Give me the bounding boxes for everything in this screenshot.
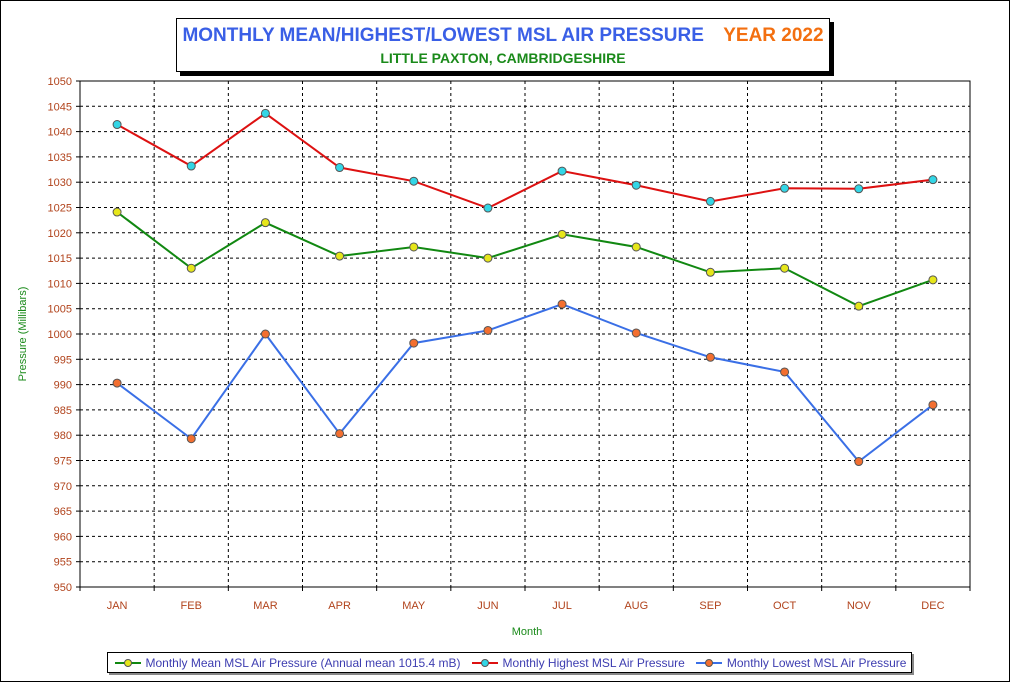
x-tick-label: FEB: [181, 600, 202, 612]
y-tick-label: 1045: [48, 101, 72, 113]
x-axis-title: Month: [512, 626, 543, 638]
point-mean-aug: [631, 242, 641, 252]
point-highest-feb: [186, 161, 196, 171]
chart-subtitle: LITTLE PAXTON, CAMBRIDGESHIRE: [380, 50, 626, 66]
point-mean-jan: [112, 207, 122, 217]
point-highest-oct: [780, 183, 790, 193]
point-mean-feb: [186, 263, 196, 273]
legend-swatch-highest: [471, 658, 498, 667]
point-highest-sep: [705, 196, 715, 206]
y-axis-title: Pressure (Millibars): [17, 287, 29, 382]
y-tick-label: 1005: [48, 304, 72, 316]
y-tick-label: 1020: [48, 228, 72, 240]
legend-marker-lowest: [704, 658, 713, 667]
series-line-mean: [116, 211, 934, 308]
legend-marker-mean: [123, 658, 132, 667]
point-lowest-oct: [780, 367, 790, 377]
point-highest-jan: [112, 120, 122, 130]
point-mean-oct: [780, 263, 790, 273]
y-tick-label: 960: [54, 531, 72, 543]
y-tick-label: 1000: [48, 329, 72, 341]
x-tick-label: JUN: [477, 600, 498, 612]
legend-item-highest: Monthly Highest MSL Air Pressure: [470, 656, 685, 670]
y-tick-label: 1035: [48, 152, 72, 164]
point-lowest-dec: [928, 400, 938, 410]
axes: 950 955 960 965 970 975 980 985 990 995 1000 1005 10…: [48, 76, 971, 612]
point-mean-mar: [260, 218, 270, 228]
legend-swatch-lowest: [695, 658, 722, 667]
point-lowest-nov: [854, 457, 864, 467]
chart-title: MONTHLY MEAN/HIGHEST/LOWEST MSL AIR PRES…: [177, 25, 829, 47]
point-mean-jul: [557, 229, 567, 239]
y-tick-label: 975: [54, 456, 72, 468]
point-lowest-jul: [557, 299, 567, 309]
point-mean-jun: [483, 253, 493, 263]
x-tick-label: APR: [328, 600, 351, 612]
x-tick-label: MAR: [253, 600, 278, 612]
legend-item-lowest: Monthly Lowest MSL Air Pressure: [694, 655, 907, 670]
legend-label-lowest: Monthly Lowest MSL Air Pressure: [726, 655, 907, 670]
chart-title-year: YEAR 2022: [723, 25, 824, 46]
point-mean-may: [409, 242, 419, 252]
point-lowest-may: [409, 338, 419, 348]
x-tick-label: JAN: [107, 600, 128, 612]
y-tick-label: 970: [54, 481, 72, 493]
y-tick-label: 1030: [48, 177, 72, 189]
series: [112, 108, 938, 467]
point-highest-may: [409, 176, 419, 186]
y-tick-label: 995: [54, 354, 72, 366]
y-tick-label: 965: [54, 506, 72, 518]
series-line-highest: [116, 112, 934, 210]
point-highest-nov: [854, 184, 864, 194]
x-tick-label: DEC: [921, 600, 944, 612]
y-tick-label: 1040: [48, 127, 72, 139]
y-tick-label: 1015: [48, 253, 72, 265]
legend-marker-highest: [480, 658, 489, 667]
series-line-lowest: [116, 303, 934, 463]
x-tick-label: OCT: [773, 600, 797, 612]
chart-legend: Monthly Mean MSL Air Pressure (Annual me…: [107, 652, 912, 673]
grid: [80, 81, 970, 587]
point-lowest-sep: [705, 352, 715, 362]
plot-border: [79, 80, 971, 588]
x-tick-label: AUG: [624, 600, 648, 612]
point-highest-apr: [335, 163, 345, 173]
legend-label-mean: Monthly Mean MSL Air Pressure (Annual me…: [145, 655, 461, 670]
legend-item-mean: Monthly Mean MSL Air Pressure (Annual me…: [113, 656, 461, 670]
point-lowest-aug: [631, 328, 641, 338]
point-highest-dec: [928, 175, 938, 185]
y-tick-label: 955: [54, 557, 72, 569]
point-mean-apr: [335, 251, 345, 261]
x-tick-label: SEP: [699, 600, 721, 612]
point-highest-jun: [483, 203, 493, 213]
point-lowest-jun: [483, 325, 493, 335]
point-lowest-apr: [335, 429, 345, 439]
x-tick-label: MAY: [402, 600, 426, 612]
point-mean-sep: [705, 267, 715, 277]
point-lowest-mar: [260, 329, 270, 339]
x-tick-label: NOV: [847, 600, 872, 612]
y-tick-label: 980: [54, 430, 72, 442]
chart-title-main: MONTHLY MEAN/HIGHEST/LOWEST MSL AIR PRES…: [182, 25, 704, 46]
point-highest-aug: [631, 180, 641, 190]
legend-swatch-mean: [114, 658, 141, 667]
y-tick-label: 1010: [48, 278, 72, 290]
point-lowest-feb: [186, 434, 196, 444]
y-tick-label: 1025: [48, 203, 72, 215]
point-lowest-jan: [112, 378, 122, 388]
point-mean-dec: [928, 275, 938, 285]
chart-title-box: MONTHLY MEAN/HIGHEST/LOWEST MSL AIR PRES…: [176, 18, 830, 72]
legend-label-highest: Monthly Highest MSL Air Pressure: [502, 655, 685, 670]
x-tick-label: JUL: [552, 600, 572, 612]
point-highest-mar: [260, 108, 270, 118]
point-mean-nov: [854, 301, 864, 311]
y-tick-label: 990: [54, 380, 72, 392]
y-tick-label: 950: [54, 582, 72, 594]
point-highest-jul: [557, 166, 567, 176]
y-tick-label: 985: [54, 405, 72, 417]
y-tick-label: 1050: [48, 76, 72, 88]
